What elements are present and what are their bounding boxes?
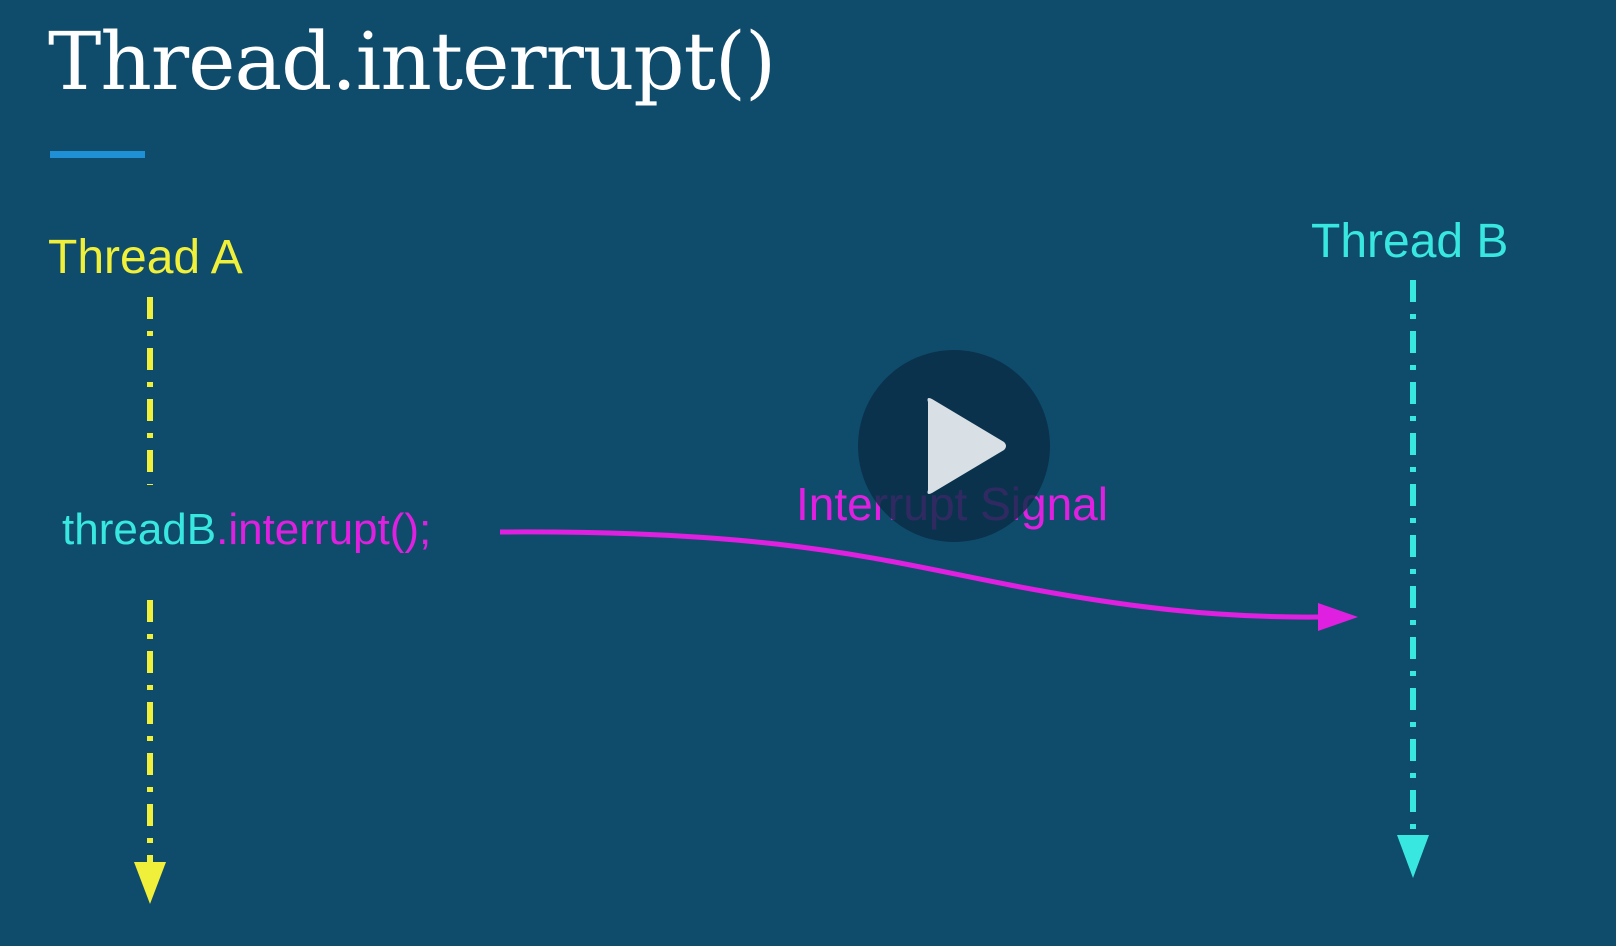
call-object: threadB	[62, 505, 217, 554]
call-method: .interrupt();	[216, 505, 432, 554]
title-underline	[50, 151, 145, 158]
slide-title: Thread.interrupt()	[48, 15, 776, 108]
play-button[interactable]	[858, 350, 1050, 542]
interrupt-signal-arrowhead	[1318, 603, 1358, 631]
thread-a-label: Thread A	[48, 231, 243, 284]
interrupt-call-code: threadB.interrupt();	[62, 508, 431, 552]
interrupt-signal-curve	[499, 529, 1321, 620]
thread-b-arrowhead	[1397, 835, 1429, 878]
thread-a-arrowhead	[134, 862, 166, 904]
thread-b-label: Thread B	[1311, 215, 1509, 268]
play-icon	[927, 398, 1006, 494]
